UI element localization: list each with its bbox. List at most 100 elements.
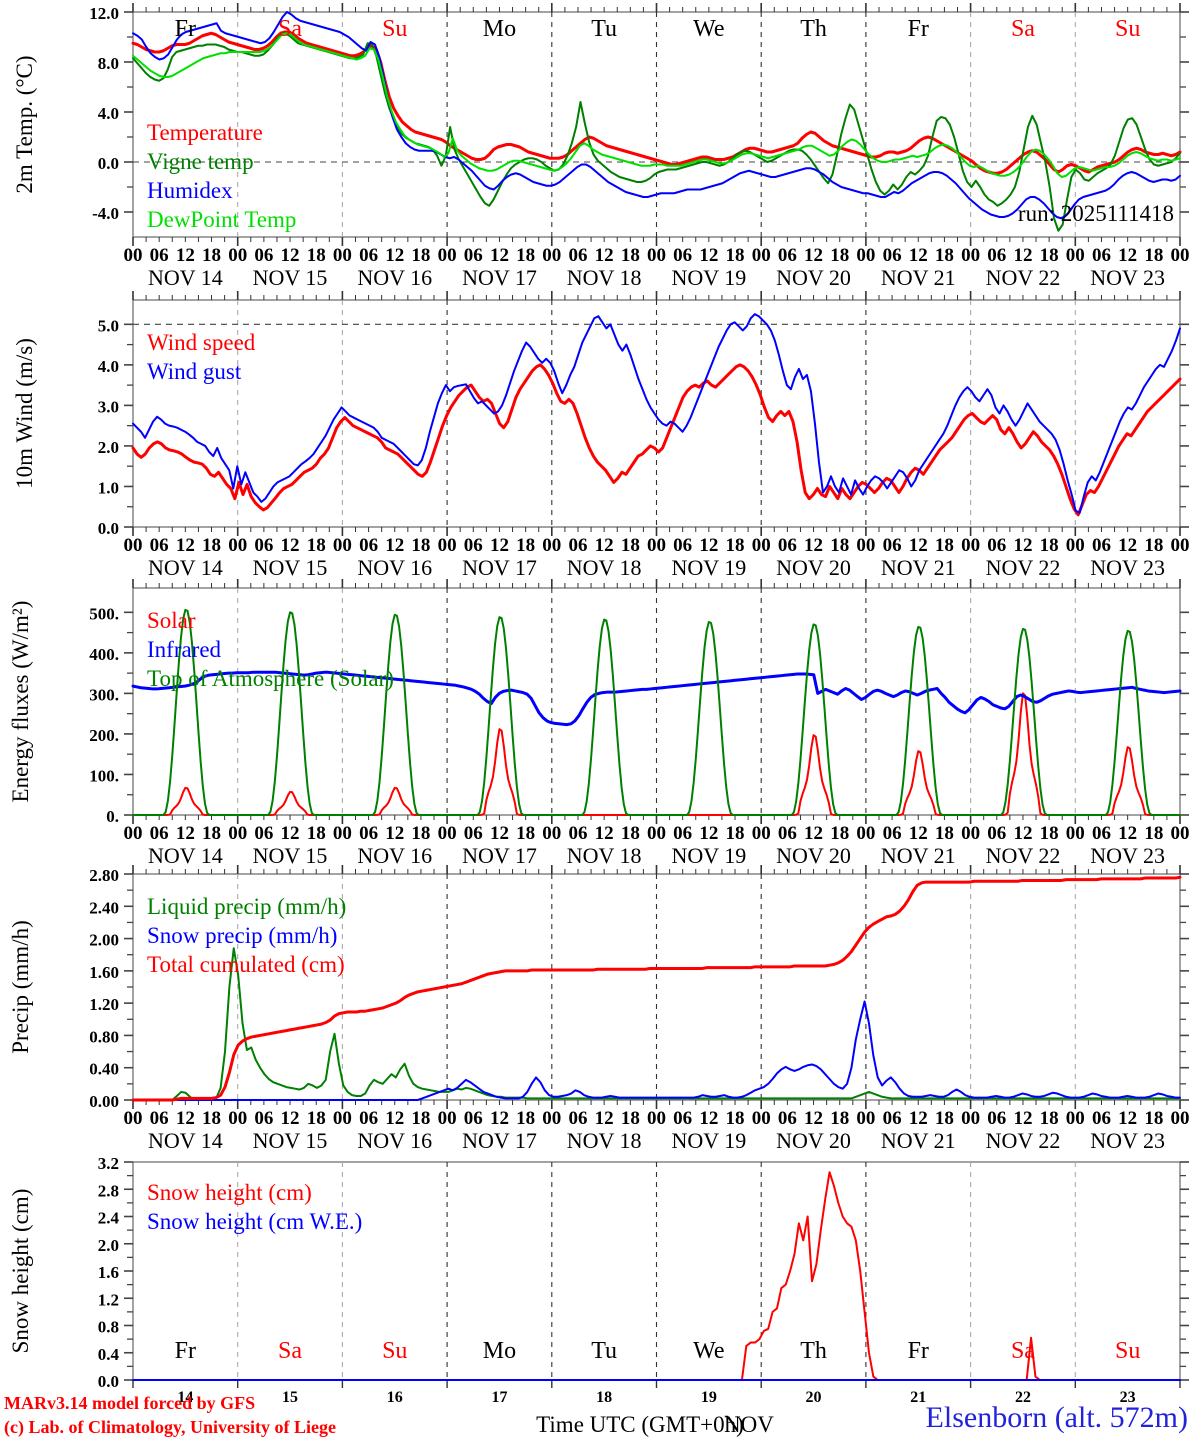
hour-tick-label: 00 bbox=[647, 1108, 666, 1129]
hour-tick-label: 06 bbox=[883, 245, 902, 266]
date-label: NOV 19 bbox=[671, 1128, 746, 1153]
y-tick-label: 0.8 bbox=[98, 1318, 119, 1337]
hour-tick-label: 18 bbox=[1144, 245, 1163, 266]
weekday-label: Fr bbox=[175, 16, 196, 42]
hour-tick-label: 18 bbox=[307, 535, 326, 556]
station-label: Elsenborn (alt. 572m) bbox=[926, 1401, 1188, 1434]
hour-tick-label: 18 bbox=[1144, 1108, 1163, 1129]
footer: MARv3.14 model forced by GFS (c) Lab. of … bbox=[4, 1393, 1188, 1438]
date-label: NOV 14 bbox=[148, 843, 223, 868]
y-tick-label: 0.0 bbox=[98, 154, 119, 173]
weekday-label: Fr bbox=[908, 16, 929, 42]
hour-tick-label: 18 bbox=[307, 245, 326, 266]
hour-tick-label: 18 bbox=[621, 823, 640, 844]
weekday-label: Th bbox=[800, 16, 827, 42]
date-label: NOV 19 bbox=[671, 843, 746, 868]
date-label: NOV 15 bbox=[253, 1128, 328, 1153]
y-tick-label: 0.0 bbox=[98, 519, 119, 538]
hour-tick-label: 12 bbox=[281, 823, 300, 844]
hour-tick-label: 18 bbox=[1144, 823, 1163, 844]
y-tick-label: 2.40 bbox=[89, 898, 119, 917]
date-label: NOV 22 bbox=[986, 265, 1061, 290]
hour-tick-label: 06 bbox=[464, 823, 483, 844]
day-number-label: 21 bbox=[910, 1389, 926, 1406]
hour-tick-label: 06 bbox=[254, 823, 273, 844]
day-number-label: 23 bbox=[1120, 1389, 1136, 1406]
hour-tick-label: 06 bbox=[778, 1108, 797, 1129]
weekday-label: We bbox=[693, 16, 724, 42]
series-line bbox=[132, 11, 1181, 220]
x-axis-snow: 14 15 16 17 18 19 20 21 22 23 Time UTC (GMT+0h)NOV bbox=[177, 1389, 1135, 1437]
weekday-label: Su bbox=[1115, 1338, 1140, 1364]
legend-entry: Infrared bbox=[147, 637, 222, 662]
date-label: NOV 14 bbox=[148, 555, 223, 580]
hour-tick-label: 00 bbox=[856, 535, 875, 556]
date-label: NOV 23 bbox=[1090, 843, 1165, 868]
date-label: NOV 21 bbox=[881, 555, 956, 580]
hour-tick-label: 12 bbox=[804, 823, 823, 844]
lab-credit: (c) Lab. of Climatology, University of L… bbox=[4, 1417, 336, 1438]
y-tick-label: 1.60 bbox=[89, 963, 119, 982]
legend-entry: Total cumulated (cm) bbox=[147, 952, 345, 977]
hour-tick-label: 12 bbox=[490, 823, 509, 844]
hour-tick-label: 12 bbox=[490, 245, 509, 266]
hour-tick-label: 06 bbox=[359, 823, 378, 844]
y-tick-label: 4.0 bbox=[98, 357, 119, 376]
weekday-label: Sa bbox=[1011, 1338, 1035, 1364]
hour-tick-label: 06 bbox=[150, 245, 169, 266]
day-number-label: 20 bbox=[806, 1389, 822, 1406]
hour-tick-label: 12 bbox=[1118, 823, 1137, 844]
day-number-label: 14 bbox=[177, 1389, 193, 1406]
hour-tick-label: 18 bbox=[1040, 535, 1059, 556]
hour-tick-label: 12 bbox=[385, 1108, 404, 1129]
hour-tick-label: 06 bbox=[778, 823, 797, 844]
hour-tick-label: 00 bbox=[124, 823, 143, 844]
hour-tick-label: 00 bbox=[124, 1108, 143, 1129]
hour-tick-label: 12 bbox=[804, 535, 823, 556]
y-tick-label: 3.2 bbox=[98, 1154, 119, 1173]
hour-tick-label: 12 bbox=[490, 535, 509, 556]
hour-tick-label: 00 bbox=[647, 823, 666, 844]
hour-tick-label: 06 bbox=[464, 535, 483, 556]
date-label: NOV 21 bbox=[881, 1128, 956, 1153]
hour-tick-label: 12 bbox=[909, 535, 928, 556]
hour-tick-label: 18 bbox=[935, 1108, 954, 1129]
hour-tick-label: 06 bbox=[150, 535, 169, 556]
time-axis-month: NOV bbox=[724, 1412, 774, 1437]
hour-tick-label: 00 bbox=[438, 535, 457, 556]
hour-tick-label: 18 bbox=[411, 1108, 430, 1129]
hour-tick-label: 06 bbox=[568, 245, 587, 266]
weekday-label: Mo bbox=[483, 1338, 516, 1364]
hour-tick-label: 00 bbox=[961, 823, 980, 844]
hour-tick-label: 12 bbox=[595, 823, 614, 844]
hour-tick-label: 12 bbox=[176, 535, 195, 556]
y-tick-label: 2.0 bbox=[98, 1236, 119, 1255]
hour-tick-label: 12 bbox=[385, 245, 404, 266]
series-line bbox=[131, 30, 1182, 175]
weekday-label: Tu bbox=[591, 1338, 617, 1364]
hour-tick-label: 12 bbox=[385, 823, 404, 844]
date-label: NOV 16 bbox=[357, 265, 432, 290]
y-tick-label: 12.0 bbox=[89, 4, 119, 23]
hour-tick-label: 12 bbox=[909, 245, 928, 266]
hour-tick-label: 18 bbox=[411, 535, 430, 556]
weekday-label: Sa bbox=[278, 1338, 302, 1364]
hour-tick-label: 06 bbox=[673, 245, 692, 266]
series-line bbox=[132, 1000, 1181, 1101]
hour-tick-label: 06 bbox=[1092, 245, 1111, 266]
hour-tick-label: 00 bbox=[856, 1108, 875, 1129]
hour-tick-label: 00 bbox=[752, 535, 771, 556]
hour-tick-label: 12 bbox=[176, 823, 195, 844]
hour-tick-label: 18 bbox=[726, 823, 745, 844]
hour-tick-label: 00 bbox=[1171, 245, 1190, 266]
hour-tick-label: 12 bbox=[176, 1108, 195, 1129]
hour-tick-label: 06 bbox=[673, 1108, 692, 1129]
y-tick-label: 2.4 bbox=[98, 1209, 120, 1228]
date-label: NOV 16 bbox=[357, 843, 432, 868]
hour-tick-label: 06 bbox=[254, 1108, 273, 1129]
hour-tick-label: 00 bbox=[1171, 823, 1190, 844]
series-line bbox=[132, 608, 1181, 816]
